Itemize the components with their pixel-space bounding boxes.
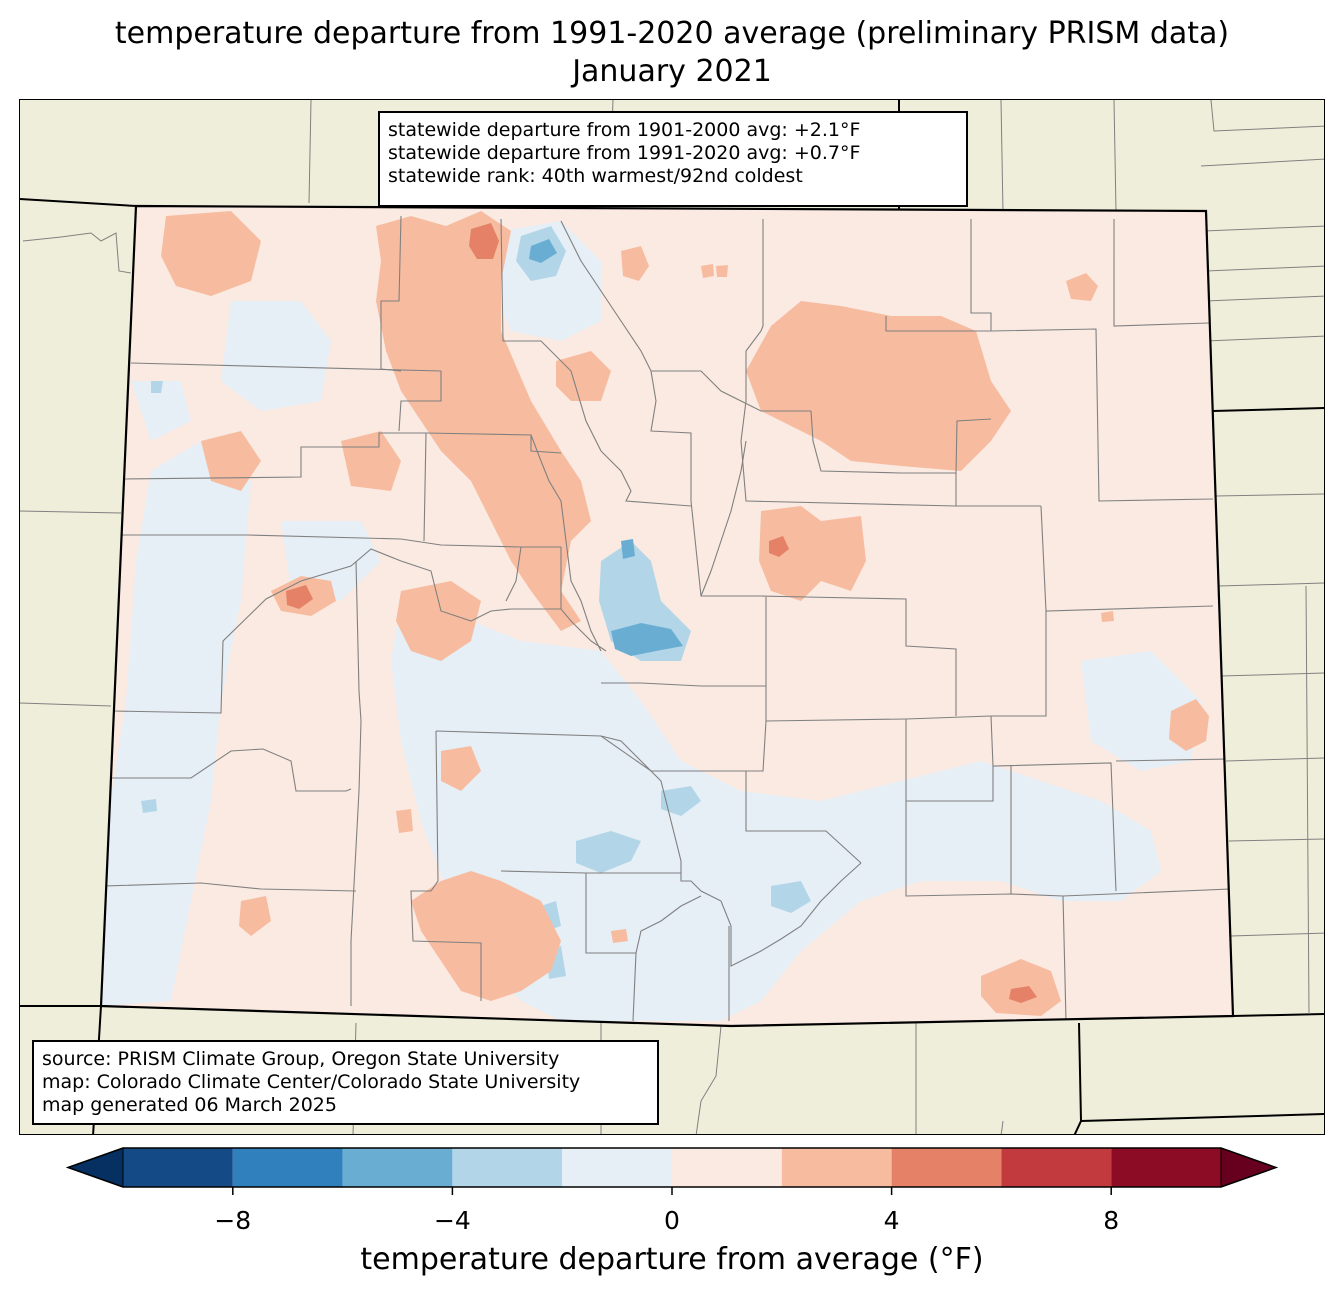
colorado-map — [20, 100, 1324, 1134]
colorbar-label: temperature departure from average (°F) — [360, 1242, 984, 1277]
statewide-stats-box: statewide departure from 1901-2000 avg: … — [378, 111, 968, 207]
colorbar-tick-label: 4 — [884, 1206, 900, 1235]
credits-map: map: Colorado Climate Center/Colorado St… — [42, 1071, 581, 1093]
colorbar-bin — [452, 1148, 563, 1187]
map-subtitle-month: January 2021 — [572, 54, 772, 89]
stats-rank: statewide rank: 40th warmest/92nd coldes… — [388, 165, 803, 187]
colorbar-tick-label: 0 — [664, 1206, 680, 1235]
colorbar-bins — [65, 1147, 1279, 1188]
stats-departure-1901-2000: statewide departure from 1901-2000 avg: … — [388, 119, 861, 141]
colorbar-bin — [342, 1148, 453, 1187]
colorado-state-outline — [99, 204, 1235, 1028]
colorbar-outline — [65, 1147, 1279, 1188]
map-frame — [19, 99, 1325, 1135]
contour-band-neg0-2 — [101, 221, 1201, 1021]
colorado-county-lines — [103, 215, 1232, 1022]
colorbar-tick-label: 8 — [1103, 1206, 1119, 1235]
colorbar-bin — [891, 1148, 1002, 1187]
colorbar-tick-label: −4 — [434, 1206, 471, 1235]
colorbar-bin — [672, 1148, 782, 1187]
colorbar-bin — [562, 1148, 672, 1187]
colorbar-bin — [232, 1148, 343, 1187]
credits-box: source: PRISM Climate Group, Oregon Stat… — [32, 1040, 659, 1125]
colorbar-bin — [781, 1148, 892, 1187]
colorbar-bin — [123, 1148, 233, 1187]
map-title: temperature departure from 1991-2020 ave… — [114, 16, 1230, 51]
colorbar-ticks: −8 −4 0 4 8 — [214, 1187, 1119, 1235]
colorbar-bin — [1001, 1148, 1112, 1187]
colorbar: −8 −4 0 4 8 — [65, 1147, 1279, 1235]
credits-generated: map generated 06 March 2025 — [42, 1094, 337, 1116]
stats-departure-1991-2020: statewide departure from 1991-2020 avg: … — [388, 142, 861, 164]
colorbar-bin — [1111, 1148, 1221, 1187]
colorbar-under-arrow — [66, 1147, 124, 1188]
credits-source: source: PRISM Climate Group, Oregon Stat… — [42, 1048, 560, 1070]
colorbar-over-arrow — [1220, 1147, 1278, 1188]
contour-band-neg4-6 — [529, 239, 683, 656]
contour-band-pos4-6 — [286, 223, 1037, 1003]
colorbar-tick-label: −8 — [214, 1206, 251, 1235]
temperature-contours — [101, 211, 1209, 1021]
